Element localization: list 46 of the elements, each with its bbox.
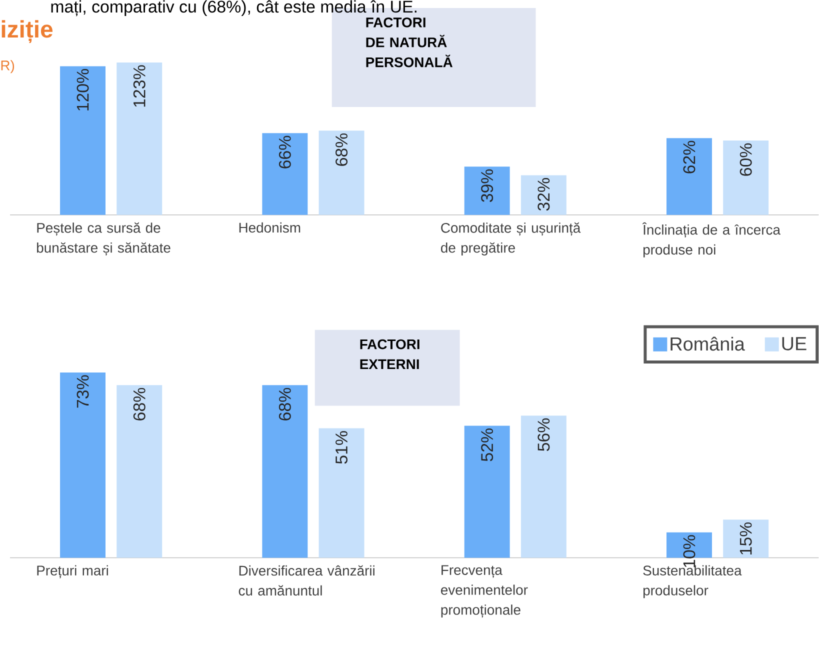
data-label: 32% — [538, 178, 550, 211]
data-label: 68% — [278, 388, 291, 421]
x-tick-label: Prețuri mari — [37, 565, 108, 578]
data-label: 68% — [133, 388, 146, 421]
x-tick-label: Hedonism — [239, 222, 300, 233]
bar — [520, 416, 566, 558]
bar — [262, 385, 308, 558]
bar — [666, 138, 712, 216]
bar — [60, 66, 106, 216]
data-label: 10% — [683, 535, 696, 568]
bar — [520, 175, 566, 216]
bar — [464, 166, 510, 216]
annotation: R) — [1, 60, 14, 74]
data-label: 123% — [133, 65, 146, 107]
data-label: 39% — [481, 170, 494, 202]
legend-label: UE — [782, 337, 806, 350]
text: mați, comparativ cu (68%), cât este media în UE. — [51, 0, 416, 16]
data-label: 51% — [336, 431, 348, 464]
x-tick-label: Peștele ca sursă de bunăstare și sănătate — [37, 222, 170, 256]
data-label: 52% — [481, 428, 494, 462]
bar — [262, 133, 308, 216]
bar — [464, 426, 510, 558]
text: iziție — [2, 20, 53, 44]
bar — [318, 428, 364, 558]
x-tick-label: Sustenabilitatea produselor — [643, 565, 742, 598]
data-label: 60% — [740, 144, 752, 176]
bar — [116, 62, 162, 216]
chart-title: FACTORI EXTERNI — [360, 339, 420, 370]
legend-label: România — [670, 336, 745, 351]
x-tick-label: Comoditate și ușurință de pregătire — [440, 222, 581, 256]
x-tick-label: Frecvența evenimentelor promoționale — [441, 565, 528, 618]
bar — [723, 140, 769, 216]
bar — [723, 520, 769, 558]
bar — [116, 385, 162, 558]
data-label: 15% — [740, 522, 752, 555]
x-tick-label: Înclinația de a încerca produse noi — [642, 222, 780, 258]
data-label: 62% — [683, 141, 696, 174]
bar — [60, 372, 106, 558]
x-tick-label: Diversificarea vânzării cu amănuntul — [238, 565, 374, 596]
data-label: 68% — [336, 134, 348, 166]
chart-title: FACTORI DE NATURĂ PERSONALĂ — [366, 18, 453, 68]
data-label: 66% — [278, 136, 291, 168]
data-label: 120% — [76, 69, 89, 111]
data-label: 73% — [76, 375, 89, 408]
data-label: 56% — [538, 418, 550, 452]
bar — [318, 130, 364, 216]
